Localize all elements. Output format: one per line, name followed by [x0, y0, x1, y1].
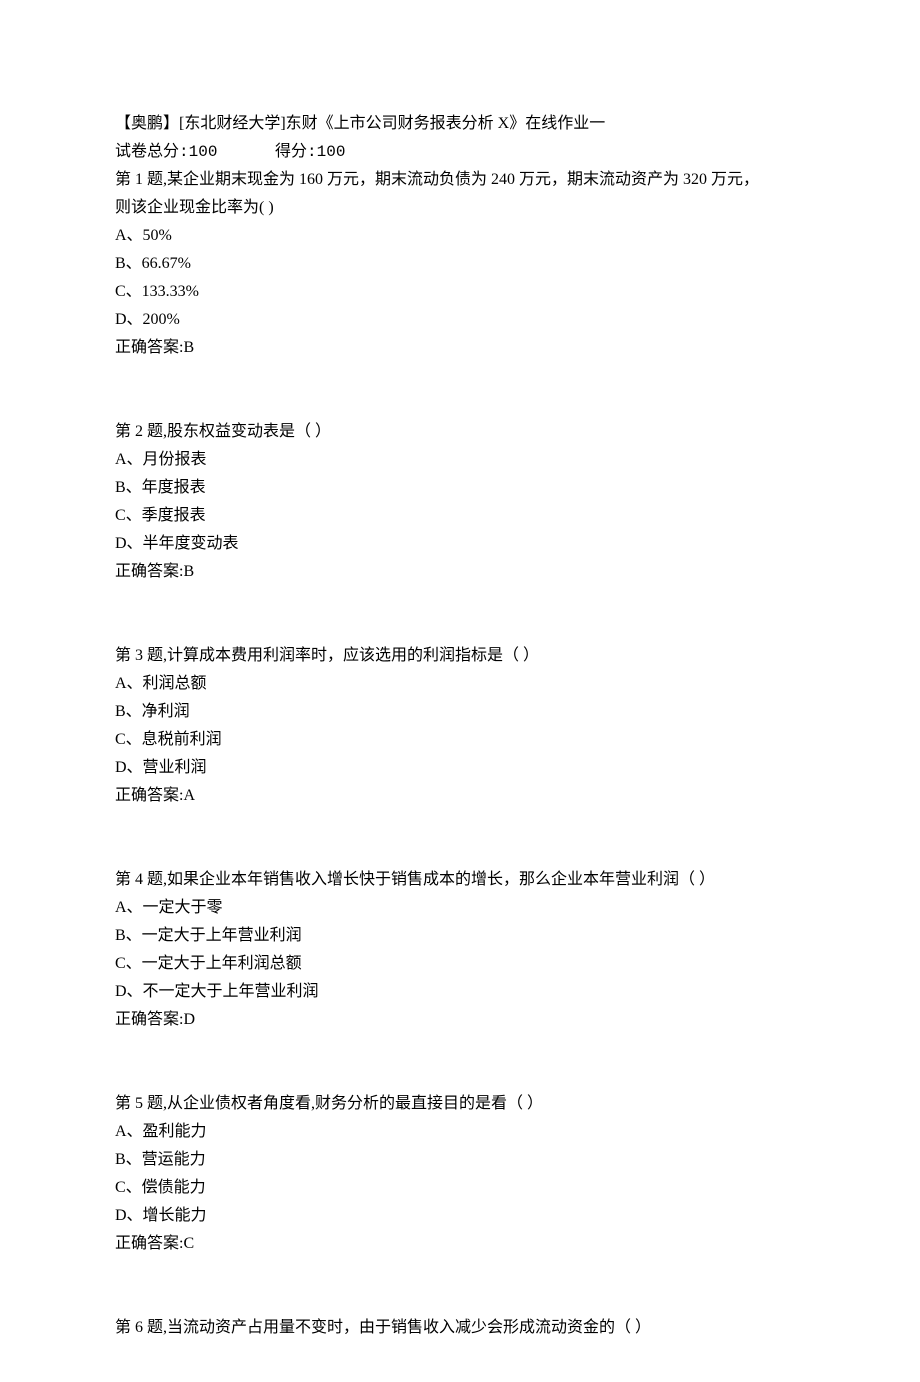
- answer-line: 正确答案:C: [115, 1230, 805, 1258]
- question-stem-line1: 第 4 题,如果企业本年销售收入增长快于销售成本的增长，那么企业本年营业利润（ …: [115, 866, 805, 894]
- option-b: B、66.67%: [115, 250, 805, 278]
- question-stem-line2: 则该企业现金比率为( ): [115, 194, 805, 222]
- option-d: D、营业利润: [115, 754, 805, 782]
- question-block: 第 3 题,计算成本费用利润率时，应该选用的利润指标是（ ） A、利润总额 B、…: [115, 642, 805, 810]
- option-c: C、息税前利润: [115, 726, 805, 754]
- got-score-value: 100: [317, 143, 346, 161]
- question-stem-line1: 第 6 题,当流动资产占用量不变时，由于销售收入减少会形成流动资金的（ ）: [115, 1314, 805, 1342]
- option-c: C、偿债能力: [115, 1174, 805, 1202]
- got-score-label: 得分:: [275, 143, 317, 161]
- option-d: D、不一定大于上年营业利润: [115, 978, 805, 1006]
- question-stem-line1: 第 2 题,股东权益变动表是（ ）: [115, 418, 805, 446]
- option-c: C、一定大于上年利润总额: [115, 950, 805, 978]
- total-score-value: 100: [189, 143, 218, 161]
- answer-line: 正确答案:A: [115, 782, 805, 810]
- question-block: 第 1 题,某企业期末现金为 160 万元，期末流动负债为 240 万元，期末流…: [115, 166, 805, 362]
- option-b: B、一定大于上年营业利润: [115, 922, 805, 950]
- question-stem-line1: 第 1 题,某企业期末现金为 160 万元，期末流动负债为 240 万元，期末流…: [115, 166, 805, 194]
- option-a: A、一定大于零: [115, 894, 805, 922]
- score-spacer: [217, 143, 275, 161]
- option-d: D、增长能力: [115, 1202, 805, 1230]
- total-score-label: 试卷总分:: [115, 143, 189, 161]
- question-block: 第 6 题,当流动资产占用量不变时，由于销售收入减少会形成流动资金的（ ）: [115, 1314, 805, 1342]
- option-a: A、月份报表: [115, 446, 805, 474]
- option-a: A、50%: [115, 222, 805, 250]
- option-b: B、年度报表: [115, 474, 805, 502]
- option-c: C、季度报表: [115, 502, 805, 530]
- option-a: A、盈利能力: [115, 1118, 805, 1146]
- option-b: B、营运能力: [115, 1146, 805, 1174]
- option-a: A、利润总额: [115, 670, 805, 698]
- question-stem-line1: 第 5 题,从企业债权者角度看,财务分析的最直接目的是看（ ）: [115, 1090, 805, 1118]
- option-b: B、净利润: [115, 698, 805, 726]
- option-c: C、133.33%: [115, 278, 805, 306]
- answer-line: 正确答案:B: [115, 334, 805, 362]
- question-block: 第 5 题,从企业债权者角度看,财务分析的最直接目的是看（ ） A、盈利能力 B…: [115, 1090, 805, 1258]
- question-block: 第 4 题,如果企业本年销售收入增长快于销售成本的增长，那么企业本年营业利润（ …: [115, 866, 805, 1034]
- option-d: D、200%: [115, 306, 805, 334]
- answer-line: 正确答案:D: [115, 1006, 805, 1034]
- document-title: 【奥鹏】[东北财经大学]东财《上市公司财务报表分析 X》在线作业一: [115, 110, 805, 138]
- option-d: D、半年度变动表: [115, 530, 805, 558]
- question-stem-line1: 第 3 题,计算成本费用利润率时，应该选用的利润指标是（ ）: [115, 642, 805, 670]
- answer-line: 正确答案:B: [115, 558, 805, 586]
- score-line: 试卷总分:100 得分:100: [115, 138, 805, 166]
- question-block: 第 2 题,股东权益变动表是（ ） A、月份报表 B、年度报表 C、季度报表 D…: [115, 418, 805, 586]
